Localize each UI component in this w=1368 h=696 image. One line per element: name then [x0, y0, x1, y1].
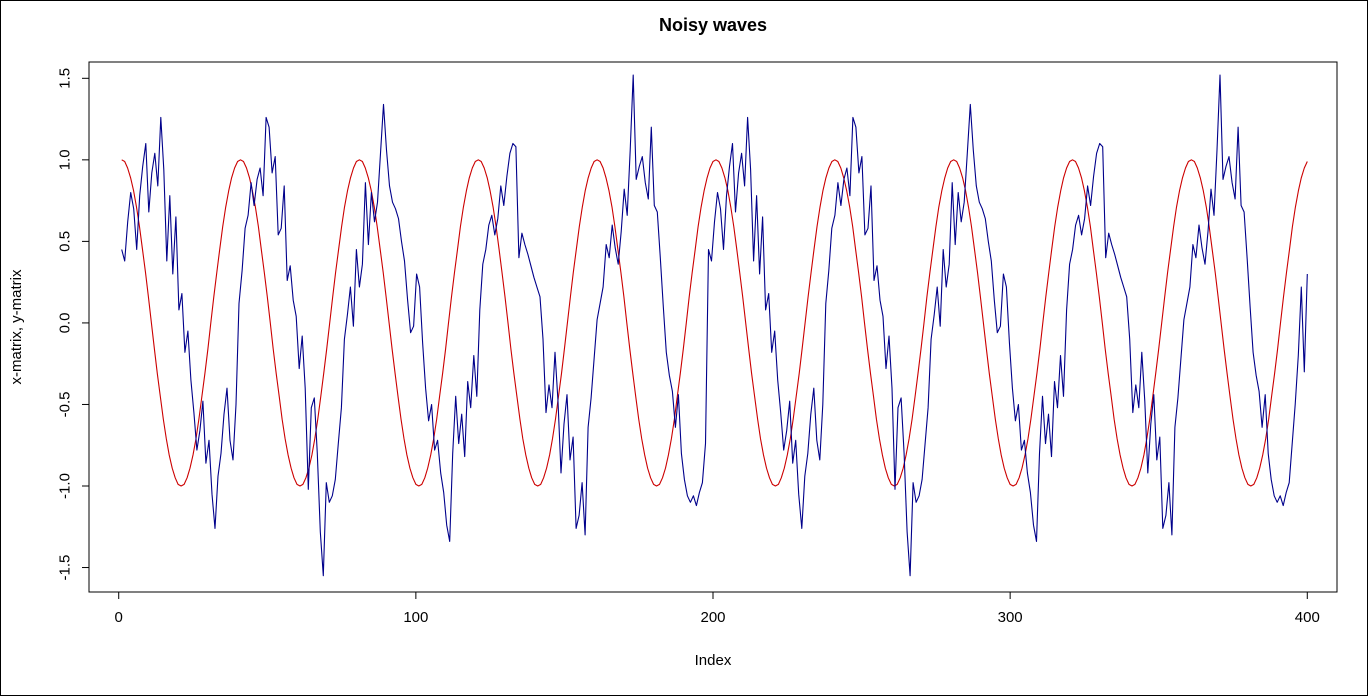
x-tick-label: 300: [998, 609, 1023, 626]
series-line-red: [121, 159, 1308, 487]
series-line-blue: [121, 74, 1308, 577]
chart-title: Noisy waves: [659, 15, 767, 35]
x-tick-label: 100: [403, 609, 428, 626]
y-tick-label: 0.0: [57, 312, 74, 333]
y-tick-label: -1.0: [57, 473, 74, 499]
y-tick-label: 0.5: [57, 231, 74, 252]
x-tick-label: 200: [700, 609, 725, 626]
y-tick-label: 1.0: [57, 149, 74, 170]
y-axis-label: x-matrix, y-matrix: [8, 269, 25, 384]
y-tick-label: 1.5: [57, 68, 74, 89]
x-tick-label: 0: [115, 609, 123, 626]
y-tick-label: -1.5: [57, 555, 74, 581]
y-axis: -1.5 -1.0 -0.5 0.0 0.5 1.0 1.5: [57, 68, 90, 581]
y-tick-label: -0.5: [57, 392, 74, 418]
x-axis-label: Index: [695, 652, 732, 669]
x-tick-label: 400: [1295, 609, 1320, 626]
plot-area-border: [88, 61, 1338, 593]
x-axis: 0 100 200 300 400: [115, 591, 1320, 626]
series-layer: [121, 74, 1308, 577]
